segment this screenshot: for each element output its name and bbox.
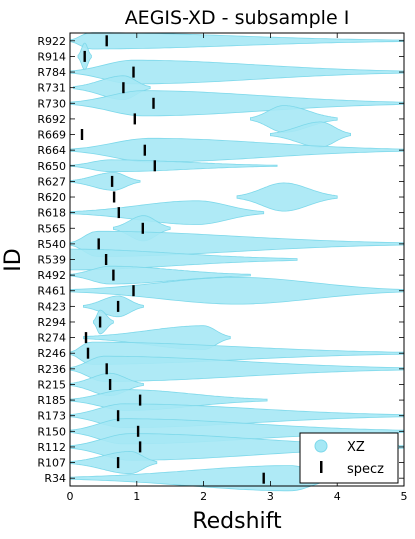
specz-marker-R539 bbox=[104, 254, 108, 265]
y-tick-label-R669: R669 bbox=[37, 129, 66, 142]
y-tick-label-R540: R540 bbox=[37, 238, 66, 251]
y-tick-label-R784: R784 bbox=[37, 66, 66, 79]
specz-marker-R215 bbox=[108, 379, 112, 390]
specz-marker-R112 bbox=[138, 441, 142, 453]
specz-marker-R274 bbox=[84, 332, 88, 344]
specz-marker-R731 bbox=[122, 82, 125, 94]
specz-marker-R173 bbox=[116, 410, 120, 422]
specz-marker-R627 bbox=[110, 175, 114, 187]
y-tick-label-R215: R215 bbox=[37, 378, 66, 391]
y-tick-label-R461: R461 bbox=[37, 285, 66, 298]
specz-marker-R107 bbox=[116, 457, 120, 469]
x-tick-label-3: 3 bbox=[267, 490, 274, 503]
specz-marker-R565 bbox=[141, 222, 144, 234]
violin-R627 bbox=[69, 172, 141, 191]
legend-specz-swatch bbox=[320, 461, 323, 473]
specz-marker-R784 bbox=[132, 66, 135, 78]
specz-marker-R692 bbox=[133, 113, 136, 125]
violin-R492 bbox=[69, 265, 251, 285]
plot-area: R922 R914 R784 R731 R730 R692 R669 R664 R650 R627… bbox=[37, 32, 408, 503]
violin-R650 bbox=[69, 159, 278, 173]
specz-marker-R669 bbox=[80, 129, 84, 140]
y-tick-label-R539: R539 bbox=[37, 254, 66, 267]
specz-marker-R620 bbox=[112, 191, 116, 203]
y-tick-label-R492: R492 bbox=[37, 269, 66, 282]
y-axis-ticks: R922 R914 R784 R731 R730 R692 R669 R664 R650 R627… bbox=[37, 35, 404, 485]
specz-marker-R236 bbox=[105, 363, 108, 375]
y-tick-label-R112: R112 bbox=[37, 441, 66, 454]
chart-title: AEGIS-XD - subsample I bbox=[125, 7, 350, 29]
specz-marker-R618 bbox=[117, 207, 120, 219]
y-tick-label-R423: R423 bbox=[37, 300, 66, 313]
specz-marker-R294 bbox=[98, 316, 102, 328]
specz-markers-layer bbox=[80, 35, 265, 484]
y-tick-label-R185: R185 bbox=[37, 394, 66, 407]
y-tick-label-R246: R246 bbox=[37, 347, 66, 360]
y-tick-label-R620: R620 bbox=[37, 191, 66, 204]
violin-R107 bbox=[69, 450, 158, 475]
violin-R294 bbox=[93, 309, 114, 335]
legend-xz-label: XZ bbox=[347, 440, 365, 455]
x-tick-label-1: 1 bbox=[133, 490, 140, 503]
violin-R669 bbox=[270, 121, 351, 148]
y-tick-label-R236: R236 bbox=[37, 363, 66, 376]
y-tick-label-R731: R731 bbox=[37, 82, 66, 95]
y-tick-label-R34: R34 bbox=[44, 472, 66, 485]
y-tick-label-R107: R107 bbox=[37, 457, 66, 470]
y-tick-label-R692: R692 bbox=[37, 113, 66, 126]
specz-marker-R650 bbox=[153, 160, 156, 172]
specz-marker-R185 bbox=[138, 394, 142, 406]
specz-marker-R150 bbox=[136, 425, 140, 437]
legend-specz-label: specz bbox=[347, 462, 384, 477]
y-tick-label-R730: R730 bbox=[37, 97, 66, 110]
specz-marker-R922 bbox=[105, 35, 108, 47]
y-tick-label-R922: R922 bbox=[37, 35, 66, 48]
specz-marker-R461 bbox=[132, 285, 135, 297]
y-tick-label-R150: R150 bbox=[37, 425, 66, 438]
violins-layer bbox=[69, 32, 405, 492]
specz-marker-R423 bbox=[116, 300, 120, 312]
y-tick-label-R618: R618 bbox=[37, 207, 66, 220]
x-tick-label-0: 0 bbox=[67, 490, 74, 503]
x-tick-label-2: 2 bbox=[200, 490, 207, 503]
y-tick-label-R914: R914 bbox=[37, 50, 66, 63]
specz-marker-R34 bbox=[262, 472, 265, 484]
y-tick-label-R294: R294 bbox=[37, 316, 66, 329]
specz-marker-R730 bbox=[152, 97, 155, 109]
specz-marker-R492 bbox=[112, 269, 115, 281]
y-tick-label-R650: R650 bbox=[37, 160, 66, 173]
legend: XZ specz bbox=[299, 432, 399, 484]
legend-xz-swatch bbox=[314, 439, 328, 453]
violin-R620 bbox=[236, 182, 338, 212]
y-axis-title: ID bbox=[1, 248, 26, 271]
y-tick-label-R565: R565 bbox=[37, 222, 66, 235]
specz-marker-R914 bbox=[83, 50, 86, 62]
y-tick-label-R627: R627 bbox=[37, 175, 66, 188]
x-tick-label-5: 5 bbox=[401, 490, 408, 503]
y-tick-label-R173: R173 bbox=[37, 410, 66, 423]
y-tick-label-R664: R664 bbox=[37, 144, 66, 157]
violin-R692 bbox=[250, 105, 338, 133]
x-axis-title: Redshift bbox=[192, 509, 282, 534]
y-tick-label-R274: R274 bbox=[37, 332, 66, 345]
x-tick-label-4: 4 bbox=[334, 490, 341, 503]
specz-marker-R664 bbox=[143, 144, 146, 156]
specz-marker-R246 bbox=[86, 347, 90, 359]
specz-marker-R540 bbox=[97, 238, 100, 250]
plot-frame bbox=[69, 32, 405, 487]
legend-box bbox=[299, 432, 399, 484]
